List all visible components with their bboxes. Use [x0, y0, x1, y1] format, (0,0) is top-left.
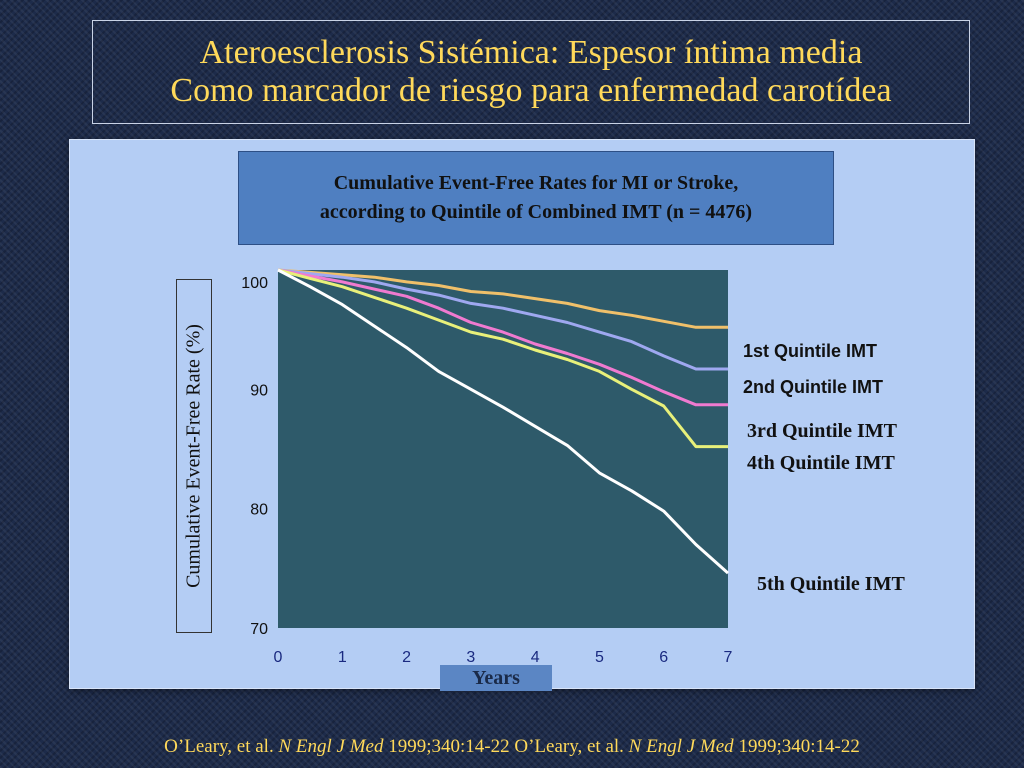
plot-area	[278, 270, 728, 628]
series-line-4	[277, 268, 728, 449]
x-tick-label-7: 7	[724, 649, 733, 666]
series-line-3	[277, 268, 728, 407]
slide-title-box: Ateroesclerosis Sistémica: Espesor íntim…	[92, 20, 970, 124]
citation-1-authors: O’Leary, et al.	[164, 736, 279, 757]
y-tick-label-70: 70	[250, 621, 268, 638]
series-line-1	[277, 268, 728, 329]
y-axis-label-box: Cumulative Event-Free Rate (%)	[176, 279, 212, 633]
y-tick-label-90: 90	[250, 382, 268, 399]
series-lines	[277, 268, 729, 575]
y-tick-label-80: 80	[250, 502, 268, 519]
axis-ticks: 0 1 2 3 4 5 6 7 100 90 80 70	[241, 275, 732, 666]
citation-1-journal: N Engl J Med	[278, 736, 384, 757]
chart-title-line-2: according to Quintile of Combined IMT (n…	[319, 201, 753, 223]
x-tick-label-4: 4	[531, 649, 540, 666]
series-label-4: 4th Quintile IMT	[747, 452, 895, 474]
series-line-5	[277, 268, 729, 575]
citation-2-authors: O’Leary, et al.	[514, 736, 629, 757]
chart-title-box: Cumulative Event-Free Rates for MI or St…	[238, 151, 834, 245]
x-tick-label-1: 1	[338, 649, 347, 666]
citation-2-ref: 1999;340:14-22	[733, 736, 860, 757]
citation-2-journal: N Engl J Med	[628, 736, 734, 757]
citation-1-ref: 1999;340:14-22	[383, 736, 515, 757]
x-tick-label-6: 6	[659, 649, 668, 666]
x-axis-label-box: Years	[440, 665, 552, 691]
y-tick-label-100: 100	[241, 275, 268, 292]
x-tick-label-2: 2	[402, 649, 411, 666]
series-label-3: 3rd Quintile IMT	[747, 420, 898, 442]
slide-title-line-2: Como marcador de riesgo para enfermedad …	[170, 72, 892, 109]
slide-title-line-1: Ateroesclerosis Sistémica: Espesor íntim…	[199, 34, 863, 71]
series-labels: 1st Quintile IMT 2nd Quintile IMT 3rd Quin…	[743, 341, 905, 595]
chart-title-line-1: Cumulative Event-Free Rates for MI or St…	[333, 172, 739, 194]
series-label-5: 5th Quintile IMT	[757, 573, 905, 595]
citation-footer: O’Leary, et al. N Engl J Med 1999;340:14…	[0, 736, 1024, 758]
series-line-2	[277, 268, 728, 371]
x-tick-label-5: 5	[595, 649, 604, 666]
x-axis-label: Years	[472, 666, 520, 689]
series-label-1: 1st Quintile IMT	[743, 341, 877, 361]
x-tick-label-0: 0	[274, 649, 283, 666]
series-label-2: 2nd Quintile IMT	[743, 377, 883, 397]
x-tick-label-3: 3	[466, 649, 475, 666]
